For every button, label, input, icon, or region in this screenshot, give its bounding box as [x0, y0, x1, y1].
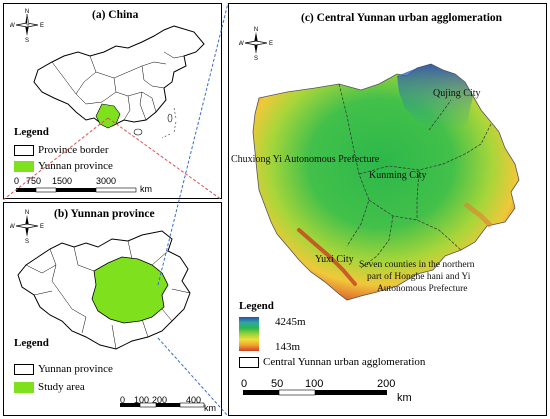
scale-b-unit: km: [204, 403, 216, 413]
panel-a-legend-title: Legend: [14, 126, 49, 138]
compass-e: E: [40, 23, 44, 29]
legend-label: Study area: [38, 381, 85, 393]
legend-label: Yunnan province: [38, 363, 113, 375]
scale-c-tick-3: 200: [377, 378, 396, 390]
scale-c-tick-0: 0: [241, 378, 248, 390]
scale-a-tick-2: 1500: [52, 176, 73, 186]
scale-b-tick-1: 100: [134, 395, 150, 405]
legend-label: Province border: [38, 144, 109, 156]
region-label-qujing: Qujing City: [433, 88, 481, 99]
region-label-honghe-2: part of Honghe hani and Yi: [367, 272, 471, 282]
panel-central-yunnan: (c) Central Yunnan urban agglomeration N…: [228, 3, 547, 416]
legend-item-study-area: Study area: [14, 381, 85, 393]
yunnan-swatch: [14, 160, 34, 172]
yunnan-map: [17, 230, 191, 350]
legend-label: Central Yunnan urban agglomeration: [263, 356, 426, 368]
scale-b-tick-3: 400: [186, 395, 202, 405]
panel-c-legend-title: Legend: [239, 300, 274, 312]
compass-icon: N S W E: [10, 210, 44, 243]
scale-b-tick-2: 200: [152, 395, 168, 405]
compass-e: E: [40, 224, 44, 230]
compass-s: S: [254, 56, 258, 60]
region-label-honghe-1: Seven counties in the northern: [359, 260, 475, 270]
elevation-max-label: 4245m: [275, 316, 306, 328]
province-border-swatch: [14, 144, 34, 156]
compass-n: N: [254, 27, 258, 33]
region-label-honghe-3: Autonomous Prefecture: [377, 284, 468, 294]
boundary-swatch: [239, 356, 259, 368]
legend-item-yunnan-province: Yunnan province: [14, 363, 113, 375]
legend-label: Yunnan province: [38, 160, 113, 172]
legend-item-boundary: Central Yunnan urban agglomeration: [239, 356, 425, 368]
scale-c-unit: km: [397, 392, 412, 404]
region-label-kunming: Kunming City: [369, 170, 427, 181]
region-label-chuxiong: Chuxiong Yi Autonomous Prefecture: [231, 154, 380, 165]
legend-item-yunnan: Yunnan province: [14, 160, 113, 172]
elevation-ramp: [239, 317, 259, 351]
scale-bar-c: [243, 389, 387, 396]
legend-item-province-border: Province border: [14, 144, 109, 156]
compass-w: W: [239, 41, 244, 47]
panel-b-title: (b) Yunnan province: [54, 208, 155, 220]
scale-a-unit: km: [140, 184, 152, 194]
compass-n: N: [25, 9, 29, 15]
yunnan-province-swatch: [14, 363, 34, 375]
panel-c-title: (c) Central Yunnan urban agglomeration: [301, 12, 503, 24]
elevation-min-label: 143m: [275, 341, 301, 353]
compass-icon: N S W E: [10, 9, 44, 42]
compass-w: W: [10, 23, 15, 29]
region-label-yuxi: Yuxi City: [315, 254, 354, 265]
panel-yunnan: (b) Yunnan province N S W E Legend Yunna…: [3, 202, 222, 416]
china-map: [33, 25, 205, 139]
compass-w: W: [10, 224, 15, 230]
scale-a-tick-1: 750: [26, 176, 42, 186]
scale-b-tick-0: 0: [120, 395, 126, 405]
scale-a-tick-3: 3000: [96, 176, 117, 186]
panel-b-legend-title: Legend: [14, 337, 49, 349]
compass-s: S: [25, 239, 29, 243]
scale-c-tick-1: 50: [271, 378, 284, 390]
panel-china: (a) China N S W E Legend Province border: [3, 3, 222, 199]
panel-a-title: (a) China: [92, 9, 139, 21]
compass-e: E: [269, 41, 273, 47]
compass-n: N: [25, 210, 29, 216]
compass-s: S: [25, 38, 29, 42]
scale-c-tick-2: 100: [305, 378, 324, 390]
scale-a-tick-0: 0: [14, 176, 20, 186]
elevation-map: [252, 63, 520, 301]
compass-icon: N S W E: [239, 27, 273, 60]
study-area-swatch: [14, 381, 34, 393]
